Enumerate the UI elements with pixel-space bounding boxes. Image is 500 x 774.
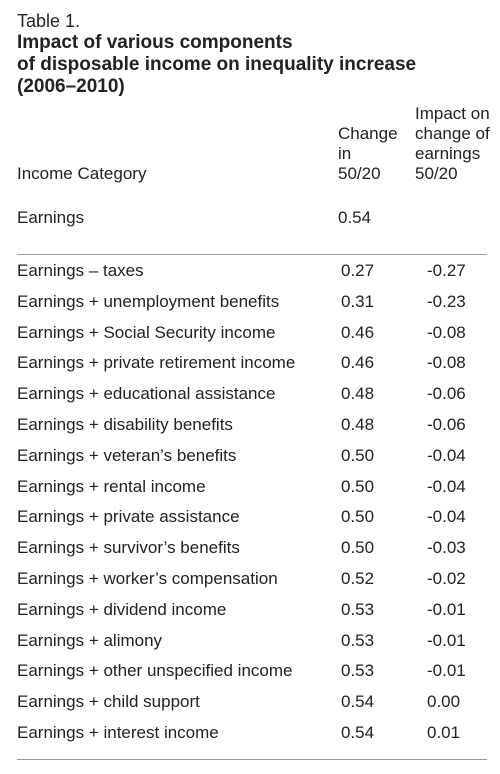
- table-row: Earnings + dividend income 0.53 -0.01: [17, 595, 487, 626]
- row-change: 0.53: [341, 630, 375, 650]
- table-row: Earnings + disability benefits 0.48 -0.06: [17, 410, 487, 441]
- header-line: Impact on: [415, 104, 490, 123]
- row-change: 0.46: [341, 353, 375, 373]
- row-name: Earnings + alimony: [17, 630, 163, 650]
- table-row: Earnings + survivor’s benefits 0.50 -0.03: [17, 533, 487, 564]
- row-change: 0.50: [341, 507, 375, 527]
- header-income-category: Income Category: [17, 164, 147, 183]
- table-container: Table 1. Impact of various components of…: [17, 10, 490, 238]
- title-line: Impact of various components: [17, 32, 293, 53]
- row-name: Earnings + child support: [17, 692, 200, 712]
- row-impact: 0.00: [427, 692, 461, 712]
- row-impact: -0.01: [427, 661, 466, 681]
- row-name: Earnings + survivor’s benefits: [17, 538, 240, 558]
- row-impact: -0.01: [427, 599, 466, 619]
- row-change: 0.48: [341, 414, 375, 434]
- divider-top: [17, 254, 487, 255]
- row-name: Earnings + private retirement income: [17, 353, 296, 373]
- table-row: Earnings + interest income 0.54 0.01: [17, 718, 487, 749]
- row-impact: -0.02: [427, 568, 466, 588]
- row-impact: -0.04: [427, 445, 466, 465]
- row-impact: -0.06: [427, 384, 466, 404]
- row-change: 0.31: [341, 291, 375, 311]
- header-impact-on-change: Impact on change of earnings 50/20: [415, 104, 495, 184]
- table-row: Earnings + child support 0.54 0.00: [17, 687, 487, 718]
- row-impact: -0.23: [427, 291, 466, 311]
- header-line: 50/20: [338, 164, 381, 183]
- row-impact: -0.08: [427, 353, 466, 373]
- row-name: Earnings + dividend income: [17, 599, 227, 619]
- table-row: Earnings + unemployment benefits 0.31 -0.2…: [17, 287, 487, 318]
- row-change: 0.50: [341, 538, 375, 558]
- row-impact: -0.06: [427, 414, 466, 434]
- row-change: 0.27: [341, 261, 375, 280]
- header-line: 50/20: [415, 164, 458, 183]
- row-change: 0.53: [341, 599, 375, 619]
- table-row: Earnings + private retirement income 0.46…: [17, 348, 487, 379]
- table-row: Earnings – taxes 0.27 -0.27: [17, 256, 487, 287]
- header-line: earnings: [415, 144, 481, 163]
- title-line: (2006–2010): [17, 76, 125, 97]
- table-label: Table 1.: [17, 11, 81, 31]
- row-change: 0.50: [341, 476, 375, 496]
- row-name: Earnings + educational assistance: [17, 384, 276, 404]
- table-row: Earnings + other unspecified income 0.53 -…: [17, 656, 487, 687]
- row-impact: -0.04: [427, 507, 466, 527]
- row-change: 0.50: [341, 445, 375, 465]
- row-impact: 0.01: [427, 722, 461, 742]
- table-row: Earnings + alimony 0.53 -0.01: [17, 626, 487, 657]
- table-row: Earnings + rental income 0.50 -0.04: [17, 472, 487, 503]
- table-row: Earnings + educational assistance 0.48 -0.…: [17, 379, 487, 410]
- row-name: Earnings + worker’s compensation: [17, 568, 278, 588]
- table-header: Income Category Change in 50/20 Impact o…: [17, 98, 490, 184]
- row-change: 0.52: [341, 568, 375, 588]
- header-line: in: [338, 144, 352, 163]
- table-body: Earnings – taxes 0.27 -0.27 Earnings + unem…: [17, 256, 487, 749]
- table-title: Impact of various components of disposab…: [17, 32, 487, 98]
- row-impact: -0.03: [427, 538, 466, 558]
- row-name: Earnings + other unspecified income: [17, 661, 293, 681]
- row-change: 0.54: [341, 692, 375, 712]
- table-row: Earnings + worker’s compensation 0.52 -0.0…: [17, 564, 487, 595]
- row-name: Earnings + private assistance: [17, 507, 240, 527]
- table-row: Earnings + Social Security income 0.46 -0.…: [17, 318, 487, 349]
- divider-bottom: [17, 759, 487, 760]
- row-name: Earnings + interest income: [17, 722, 219, 742]
- header-change-50-20: Change in 50/20: [338, 124, 398, 184]
- row-name: Earnings + veteran’s benefits: [17, 445, 237, 465]
- row-name: Earnings – taxes: [17, 261, 144, 280]
- row-impact: -0.04: [427, 476, 466, 496]
- row-change: 0.54: [341, 722, 375, 742]
- earnings-base-row: Earnings 0.54: [17, 208, 487, 238]
- row-name: Earnings + Social Security income: [17, 322, 276, 342]
- row-change: 0.53: [341, 661, 375, 681]
- row-name: Earnings + disability benefits: [17, 414, 233, 434]
- row-change: 0.48: [341, 384, 375, 404]
- title-line: of disposable income on inequality incre…: [17, 54, 417, 75]
- row-impact: -0.27: [427, 261, 466, 280]
- row-name: Earnings + unemployment benefits: [17, 291, 280, 311]
- row-change: 0.54: [338, 208, 372, 227]
- row-name: Earnings + rental income: [17, 476, 206, 496]
- header-line: change of: [415, 124, 490, 143]
- row-impact: -0.01: [427, 630, 466, 650]
- row-change: 0.46: [341, 322, 375, 342]
- table-row: Earnings + veteran’s benefits 0.50 -0.04: [17, 441, 487, 472]
- header-line: Change: [338, 124, 398, 143]
- row-impact: -0.08: [427, 322, 466, 342]
- table-row: Earnings + private assistance 0.50 -0.04: [17, 502, 487, 533]
- row-name: Earnings: [17, 208, 85, 227]
